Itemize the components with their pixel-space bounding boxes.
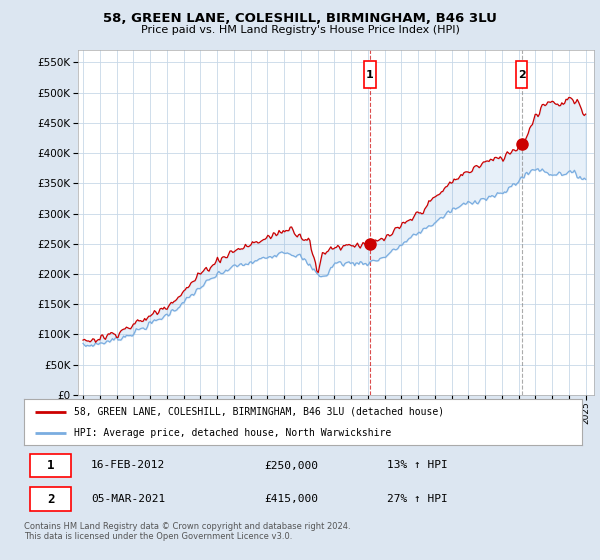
- Text: £415,000: £415,000: [264, 494, 318, 504]
- Text: 2: 2: [47, 493, 55, 506]
- Text: 05-MAR-2021: 05-MAR-2021: [91, 494, 165, 504]
- FancyBboxPatch shape: [29, 487, 71, 511]
- Text: 1: 1: [47, 459, 55, 472]
- Text: HPI: Average price, detached house, North Warwickshire: HPI: Average price, detached house, Nort…: [74, 428, 391, 438]
- Text: Contains HM Land Registry data © Crown copyright and database right 2024.
This d: Contains HM Land Registry data © Crown c…: [24, 522, 350, 542]
- Text: 58, GREEN LANE, COLESHILL, BIRMINGHAM, B46 3LU: 58, GREEN LANE, COLESHILL, BIRMINGHAM, B…: [103, 12, 497, 25]
- Text: Price paid vs. HM Land Registry's House Price Index (HPI): Price paid vs. HM Land Registry's House …: [140, 25, 460, 35]
- Text: 27% ↑ HPI: 27% ↑ HPI: [387, 494, 448, 504]
- Text: 13% ↑ HPI: 13% ↑ HPI: [387, 460, 448, 470]
- FancyBboxPatch shape: [29, 454, 71, 477]
- Text: 1: 1: [366, 69, 374, 80]
- Text: 58, GREEN LANE, COLESHILL, BIRMINGHAM, B46 3LU (detached house): 58, GREEN LANE, COLESHILL, BIRMINGHAM, B…: [74, 407, 445, 417]
- Text: £250,000: £250,000: [264, 460, 318, 470]
- FancyBboxPatch shape: [516, 61, 527, 88]
- FancyBboxPatch shape: [364, 61, 376, 88]
- Text: 2: 2: [518, 69, 526, 80]
- Text: 16-FEB-2012: 16-FEB-2012: [91, 460, 165, 470]
